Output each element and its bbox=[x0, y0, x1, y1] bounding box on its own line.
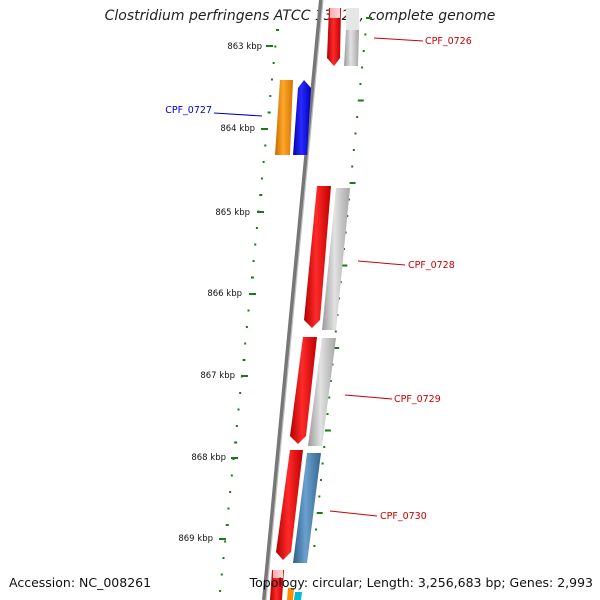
genome-summary-text: Topology: circular; Length: 3,256,683 bp… bbox=[249, 575, 593, 590]
leader-cpf0730 bbox=[329, 510, 378, 517]
gene-cpf0729-grey[interactable] bbox=[308, 338, 336, 446]
tick-label-865: 865 kbp bbox=[215, 208, 250, 218]
gene-label-cpf0726[interactable]: CPF_0726 bbox=[425, 36, 472, 47]
gene-cpf0728-grey[interactable] bbox=[322, 188, 350, 330]
tick-label-869: 869 kbp bbox=[178, 534, 213, 544]
accession-text: Accession: NC_008261 bbox=[9, 575, 152, 590]
backbone-highlight bbox=[265, 0, 324, 600]
gene-bottom-cyan[interactable] bbox=[294, 592, 302, 600]
leader-cpf0728 bbox=[357, 260, 406, 266]
gene-cpf0726-top-pink bbox=[330, 8, 340, 18]
leader-cpf0726 bbox=[373, 37, 424, 42]
tick-ring-inner bbox=[219, 29, 279, 592]
map-title: Clostridium perfringens ATCC 13124, comp… bbox=[104, 8, 496, 24]
gene-cpf0726-red[interactable] bbox=[327, 8, 341, 66]
genome-backbone bbox=[262, 0, 323, 600]
leader-cpf0729 bbox=[344, 394, 393, 400]
gene-label-cpf0729[interactable]: CPF_0729 bbox=[394, 394, 441, 405]
tick-label-866: 866 kbp bbox=[207, 289, 242, 299]
gene-cpf0730-red[interactable] bbox=[276, 450, 303, 560]
gene-cpf0730-blue[interactable] bbox=[293, 453, 321, 563]
tick-label-867: 867 kbp bbox=[200, 371, 235, 381]
gene-label-cpf0728[interactable]: CPF_0728 bbox=[408, 260, 455, 271]
gene-bottom-orange[interactable] bbox=[287, 588, 294, 600]
gene-label-cpf0730[interactable]: CPF_0730 bbox=[380, 511, 427, 522]
gene-cpf0729-red[interactable] bbox=[290, 337, 317, 444]
gene-cpf0726-grey-top bbox=[346, 8, 359, 30]
tick-label-864: 864 kbp bbox=[220, 124, 255, 134]
tick-label-868: 868 kbp bbox=[191, 453, 226, 463]
gene-cpf0726-grey[interactable] bbox=[344, 30, 359, 66]
leader-cpf0727 bbox=[213, 112, 263, 117]
gene-cpf0727-orange[interactable] bbox=[275, 80, 293, 155]
gene-label-cpf0727[interactable]: CPF_0727 bbox=[165, 105, 212, 116]
gene-cpf0728-red[interactable] bbox=[304, 186, 331, 328]
gene-bottom-pink bbox=[273, 570, 283, 578]
tick-label-863: 863 kbp bbox=[227, 42, 262, 52]
gene-cpf0727-blue[interactable] bbox=[293, 80, 311, 155]
